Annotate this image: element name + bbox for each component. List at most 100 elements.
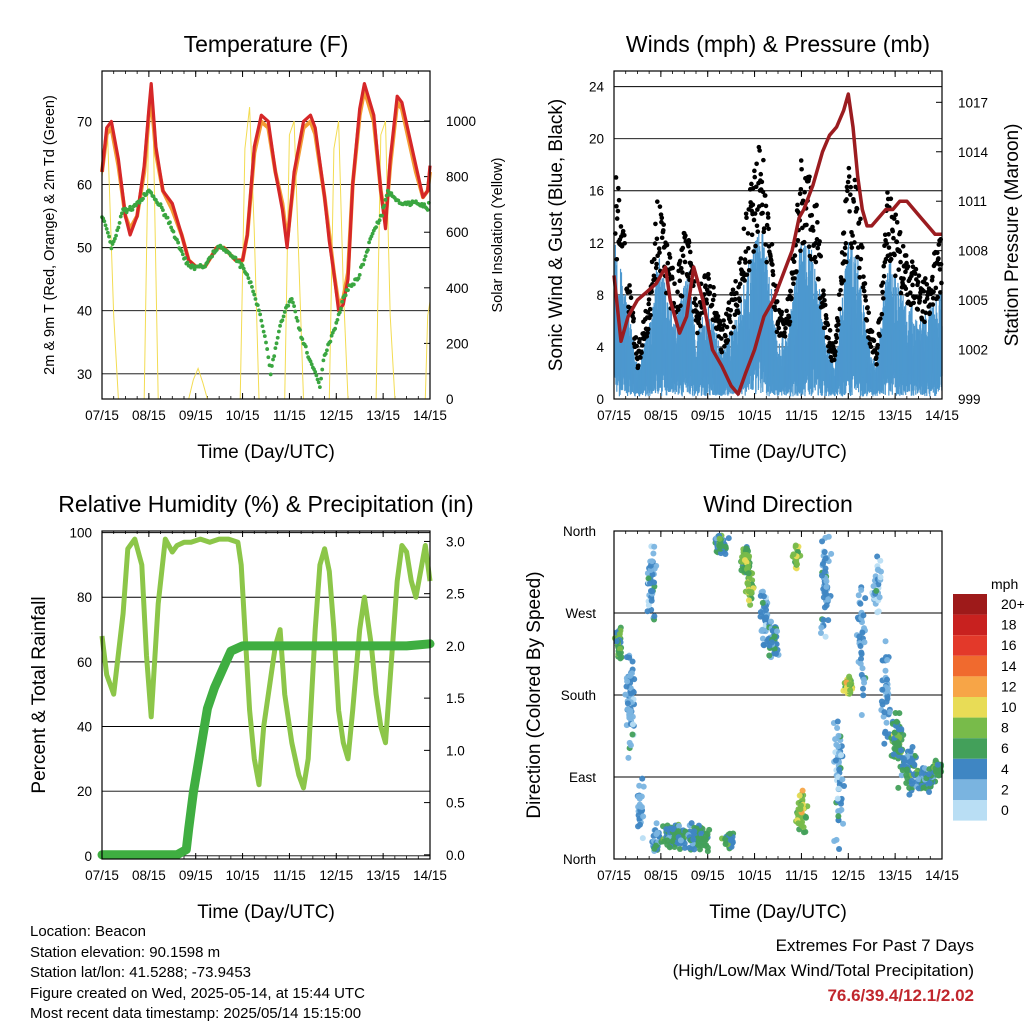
winds-gust-point <box>703 283 708 288</box>
direction-point <box>898 747 905 754</box>
direction-point <box>771 645 778 652</box>
winds-gust-point <box>885 190 890 195</box>
humidity-frame <box>101 530 431 860</box>
winds-gust-point <box>679 293 685 299</box>
temperature-series-2m <box>100 82 432 313</box>
direction-point <box>878 698 885 705</box>
winds-gust-point <box>892 252 897 258</box>
direction-point <box>744 580 751 587</box>
winds-gust-point <box>835 318 841 324</box>
direction-point <box>796 792 803 799</box>
winds-gust-point <box>810 224 815 230</box>
winds-gust-point <box>774 299 780 304</box>
direction-point <box>892 709 899 716</box>
winds-gust-point <box>651 273 657 279</box>
winds-gust-point <box>680 245 686 251</box>
direction-point <box>817 629 824 636</box>
direction-point <box>899 762 906 769</box>
winds-gust-point <box>880 289 885 295</box>
winds-gust-point <box>614 216 620 221</box>
winds-gust-point <box>654 236 660 242</box>
direction-point <box>840 820 847 827</box>
humidity-xlabel: Time (Day/UTC) <box>197 902 335 923</box>
direction-point <box>726 830 733 837</box>
winds-gust-point <box>834 335 840 341</box>
winds-gust-point <box>804 222 809 228</box>
winds-gust-point <box>884 241 890 246</box>
winds-gust-point <box>911 300 916 306</box>
direction-point <box>686 844 693 851</box>
winds-gust-point <box>770 262 775 267</box>
winds-gust-point <box>680 253 686 259</box>
winds-gust-point <box>788 288 794 294</box>
winds-gust-point <box>645 330 650 336</box>
winds-gust-point <box>669 275 675 281</box>
winds-xtick-label: 07/15 <box>597 408 631 423</box>
winds-gust-point <box>654 199 660 204</box>
temperature-td-point <box>175 237 179 242</box>
winds-gust-point <box>707 290 713 296</box>
winds-gust-point <box>825 322 831 328</box>
winds-gust-point <box>858 216 863 222</box>
winds-gust-point <box>759 202 765 208</box>
direction-point <box>688 820 695 827</box>
winds-gust-point <box>881 273 887 279</box>
humidity-xtick-label: 14/15 <box>413 868 447 883</box>
direction-point <box>895 784 902 791</box>
direction-point <box>877 557 884 564</box>
winds-gust-point <box>915 307 921 312</box>
winds-gust-point <box>725 338 731 343</box>
winds-gust-point <box>754 223 760 229</box>
direction-point <box>799 787 806 794</box>
temperature-ytick-right-label: 400 <box>446 281 469 296</box>
winds-gust-point <box>670 265 675 271</box>
humidity-xtick-label: 11/15 <box>273 868 306 883</box>
winds-gust-point <box>841 230 847 236</box>
humidity-ytick-right-label: 1.5 <box>446 691 465 706</box>
temperature-td-point <box>275 335 280 340</box>
direction-point <box>773 641 780 648</box>
winds-gust-point <box>915 279 921 285</box>
temperature-td-point <box>343 293 348 298</box>
temperature-td-point <box>289 296 294 301</box>
winds-gust-point <box>751 249 756 254</box>
winds-gust-point <box>874 351 880 357</box>
temperature-td-point <box>248 280 253 285</box>
temperature-td-point <box>165 215 170 220</box>
winds-gust-point <box>863 298 869 303</box>
direction-point <box>900 755 907 762</box>
winds-gust-point <box>677 258 683 264</box>
winds-gust-point <box>866 310 872 316</box>
temperature-td-point <box>295 318 300 323</box>
winds-ylabel-right: Station Pressure (Maroon) <box>1002 124 1023 347</box>
winds-gust-point <box>737 298 743 304</box>
speed-legend-title: mph <box>991 576 1018 592</box>
speed-legend-label: 12 <box>1001 678 1017 694</box>
temperature-td-point <box>281 314 286 319</box>
winds-gust-point <box>710 297 716 303</box>
winds-gust-point <box>903 269 908 275</box>
winds-gust-point <box>659 215 665 221</box>
winds-gust-point <box>754 161 759 167</box>
winds-ytick-label: 4 <box>596 340 604 355</box>
speed-legend-swatch <box>953 779 987 800</box>
direction-point <box>675 828 682 835</box>
winds-gust-point <box>869 329 875 334</box>
direction-point <box>870 583 877 590</box>
direction-point <box>832 736 839 743</box>
winds-gust-point <box>752 168 757 174</box>
winds-gust-point <box>732 312 738 318</box>
temperature-td-point <box>273 346 278 350</box>
temperature-td-point <box>339 306 343 311</box>
direction-point <box>725 535 732 542</box>
direction-point <box>938 768 945 775</box>
temperature-td-point <box>271 357 275 362</box>
winds-gust-point <box>836 292 842 297</box>
winds-gust-point <box>627 289 633 295</box>
winds-gust-point <box>795 202 800 208</box>
temperature-xtick-label: 13/15 <box>366 408 400 423</box>
direction-point <box>906 791 913 798</box>
winds-gust-point <box>913 266 919 272</box>
humidity-xtick-label: 12/15 <box>319 868 353 883</box>
winds-gust-point <box>746 245 751 251</box>
